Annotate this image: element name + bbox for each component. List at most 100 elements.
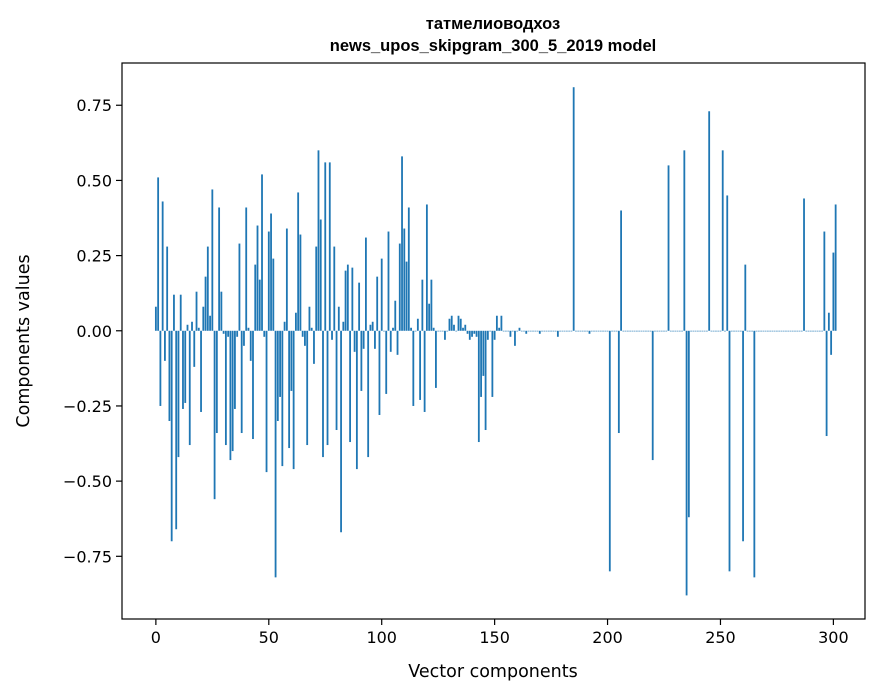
bar — [565, 330, 568, 332]
bar — [392, 327, 394, 331]
y-axis-ticks: −0.75 −0.50 −0.25 0.00 0.25 0.50 0.75 — [63, 96, 122, 566]
bar — [645, 330, 647, 332]
bar — [532, 330, 534, 332]
bar — [358, 282, 361, 331]
bar — [764, 330, 767, 332]
bar — [505, 330, 507, 332]
bar — [204, 276, 207, 331]
bar — [559, 330, 562, 332]
bar — [584, 330, 586, 332]
bar — [735, 330, 738, 332]
bar — [211, 189, 214, 331]
bar — [514, 330, 516, 346]
bar — [380, 258, 383, 331]
bar — [416, 318, 419, 331]
bar — [215, 330, 218, 434]
bar — [290, 330, 293, 391]
bar — [276, 330, 279, 421]
bar — [827, 312, 830, 331]
bar — [249, 330, 252, 361]
bar — [728, 330, 731, 572]
bar — [516, 330, 519, 332]
bar — [667, 165, 670, 331]
bar — [157, 177, 160, 331]
bar — [561, 330, 564, 332]
bar — [224, 330, 227, 446]
bar — [608, 330, 611, 572]
bar — [355, 330, 358, 470]
bar — [800, 330, 803, 332]
bar — [371, 321, 374, 331]
bar — [195, 291, 198, 331]
bar — [493, 330, 496, 340]
bar — [757, 330, 760, 332]
bar — [301, 330, 304, 337]
bar — [669, 330, 672, 332]
bar — [717, 330, 720, 332]
bar — [412, 330, 415, 406]
bar — [766, 330, 769, 332]
bar — [193, 330, 196, 367]
bar — [254, 264, 257, 331]
bar — [385, 330, 388, 394]
bar — [624, 330, 627, 332]
bar — [572, 87, 575, 331]
bar — [191, 321, 193, 331]
bar — [665, 330, 668, 332]
bar — [306, 330, 309, 446]
bar — [663, 330, 665, 332]
bar — [739, 330, 742, 332]
bar — [421, 279, 424, 331]
bar — [188, 330, 191, 446]
bar — [394, 300, 397, 331]
bar — [690, 330, 693, 332]
bar — [179, 294, 182, 331]
bar — [525, 330, 528, 334]
bar — [437, 330, 440, 332]
bar — [326, 330, 329, 446]
bar — [389, 330, 392, 352]
bar — [222, 330, 225, 334]
bar — [161, 201, 164, 331]
bar — [367, 330, 370, 458]
chart-title-line2: news_upos_skipgram_300_5_2019 model — [330, 37, 657, 55]
bar — [294, 312, 297, 331]
bar — [365, 237, 367, 331]
bar — [177, 330, 180, 458]
bar — [304, 330, 306, 346]
bar — [401, 156, 403, 331]
bar — [240, 330, 243, 434]
bar — [374, 330, 376, 349]
bar — [511, 330, 514, 332]
bar — [218, 207, 221, 331]
bar — [261, 174, 263, 331]
bar — [471, 330, 473, 337]
bar — [466, 330, 469, 334]
bar — [457, 315, 460, 331]
bar — [527, 330, 530, 332]
bar — [654, 330, 656, 332]
bar — [787, 330, 790, 332]
bar — [247, 327, 250, 331]
bar — [821, 330, 823, 332]
bar — [299, 234, 302, 331]
bar — [809, 330, 812, 332]
bar — [710, 330, 713, 332]
bar — [683, 150, 686, 331]
bar — [744, 264, 747, 331]
y-axis-label: Components values — [14, 254, 34, 427]
bar — [780, 330, 783, 332]
bar — [706, 330, 708, 332]
bar — [405, 261, 408, 331]
bar — [579, 330, 582, 332]
bar — [231, 330, 234, 452]
bar — [642, 330, 645, 332]
bar — [796, 330, 799, 332]
bar — [751, 330, 753, 332]
bar — [484, 330, 487, 431]
bar — [595, 330, 598, 332]
bar — [297, 192, 300, 331]
bar — [703, 330, 706, 332]
bar — [803, 198, 805, 331]
bar — [782, 330, 785, 332]
